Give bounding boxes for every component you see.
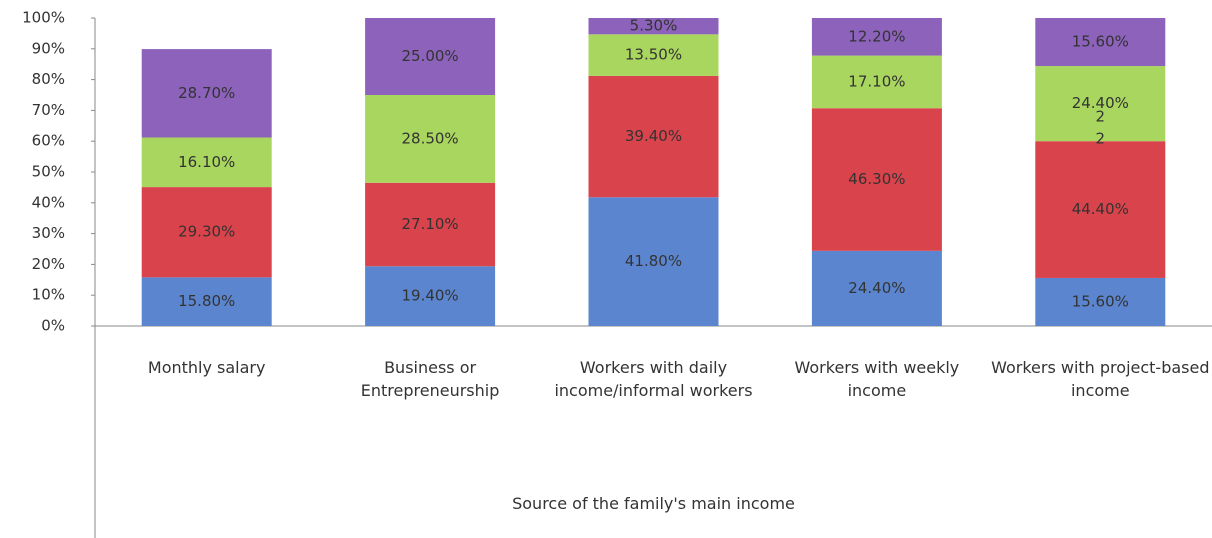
bar-segment <box>141 277 272 326</box>
y-tick-label: 20% <box>32 255 65 273</box>
data-label: 15.60% <box>1072 33 1129 51</box>
y-tick-label: 50% <box>32 163 65 181</box>
data-label: 44.40% <box>1072 200 1129 218</box>
x-tick-label: Business or Entrepreneurship <box>360 358 500 400</box>
y-tick-label: 90% <box>32 39 65 57</box>
data-label: 24.40% <box>1072 94 1129 112</box>
data-label: 46.30% <box>848 170 905 188</box>
bar-segment <box>1035 18 1166 67</box>
data-label: 25.00% <box>401 47 458 65</box>
x-tick-label: Workers with weekly income <box>794 358 960 400</box>
bar-segment <box>141 187 272 278</box>
annotation: 2 <box>1096 108 1106 126</box>
data-label: 16.10% <box>178 153 235 171</box>
x-axis-label: Source of the family's main income <box>512 494 795 513</box>
data-label: 5.30% <box>630 17 678 35</box>
y-tick-label: 30% <box>32 224 65 242</box>
bar-segment <box>588 197 719 326</box>
y-tick-label: 40% <box>32 193 65 211</box>
y-tick-label: 10% <box>32 286 65 304</box>
y-tick-label: 100% <box>22 9 65 27</box>
data-label: 28.50% <box>401 129 458 147</box>
bar-segment <box>811 55 942 109</box>
bar-segment <box>588 18 719 35</box>
data-label: 12.20% <box>848 27 905 45</box>
bar-segment <box>365 182 496 267</box>
bar-segment <box>588 75 719 198</box>
bar-segment <box>811 108 942 251</box>
y-tick-label: 80% <box>32 70 65 88</box>
y-tick-label: 70% <box>32 101 65 119</box>
data-label: 27.10% <box>401 215 458 233</box>
data-label: 29.30% <box>178 223 235 241</box>
bar-segment <box>141 137 272 188</box>
y-tick-label: 0% <box>41 317 65 335</box>
bar-segment <box>1035 277 1166 326</box>
data-label: 17.10% <box>848 72 905 90</box>
bar-segment <box>365 18 496 95</box>
x-tick-label: Workers with project-based income <box>991 358 1210 400</box>
bar-segment <box>1035 141 1166 278</box>
bar-segment <box>811 250 942 326</box>
data-label: 39.40% <box>625 127 682 145</box>
data-label: 41.80% <box>625 252 682 270</box>
y-tick-label: 60% <box>32 132 65 150</box>
annotation: 2 <box>1096 130 1106 148</box>
data-label: 13.50% <box>625 46 682 64</box>
data-label: 24.40% <box>848 279 905 297</box>
bar-segment <box>365 95 496 183</box>
bar-segment <box>141 49 272 138</box>
bar-segment <box>811 18 942 56</box>
bar-segment <box>365 266 496 326</box>
bar-segment <box>1035 66 1166 142</box>
data-label: 28.70% <box>178 84 235 102</box>
x-tick-label: Workers with daily income/informal worke… <box>554 358 753 400</box>
data-label: 19.40% <box>401 287 458 305</box>
data-label: 15.60% <box>1072 292 1129 310</box>
bar-segment <box>588 34 719 76</box>
x-tick-label: Monthly salary <box>147 358 266 377</box>
data-label: 15.80% <box>178 292 235 310</box>
